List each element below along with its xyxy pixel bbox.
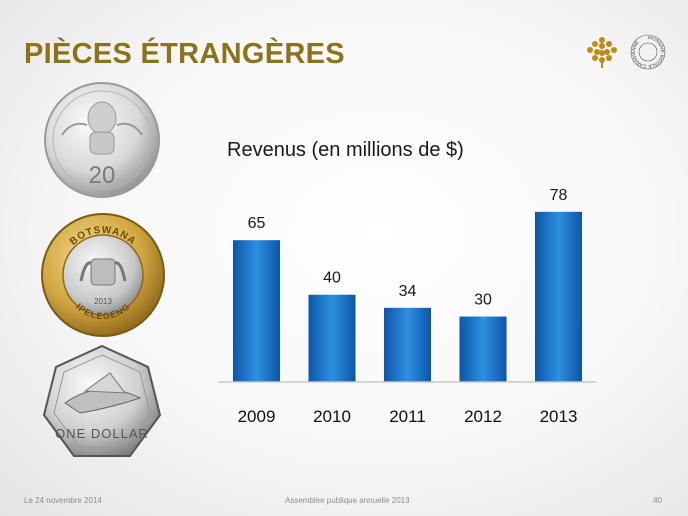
footer-event: Assemblée publique annuelle 2013 bbox=[285, 496, 410, 505]
x-tick-label-2013: 2013 bbox=[540, 407, 578, 426]
svg-text:20: 20 bbox=[89, 162, 116, 189]
data-label-2011: 34 bbox=[399, 283, 417, 300]
page-title: PIÈCES ÉTRANGÈRES bbox=[24, 38, 345, 70]
coin-20-icon: 20 bbox=[44, 82, 160, 198]
x-tick-label-2009: 2009 bbox=[238, 407, 276, 426]
data-label-2013: 78 bbox=[550, 187, 568, 204]
bar-2010 bbox=[308, 294, 356, 382]
x-tick-label-2011: 2011 bbox=[389, 407, 426, 426]
royal-mint-logo: MONNAIE ROYALE CANADIENNE bbox=[587, 34, 666, 70]
x-tick-label-2010: 2010 bbox=[313, 407, 351, 426]
bar-2013 bbox=[535, 211, 582, 382]
bar-2012 bbox=[459, 316, 507, 382]
data-label-2012: 30 bbox=[474, 292, 492, 309]
maple-leaf-icon bbox=[587, 37, 617, 68]
bar-2009 bbox=[233, 240, 280, 382]
chart-title: Revenus (en millions de $) bbox=[227, 139, 464, 161]
data-label-2009: 65 bbox=[248, 215, 266, 232]
svg-text:2013: 2013 bbox=[94, 297, 112, 306]
page-number: 40 bbox=[653, 496, 662, 505]
bar-2011 bbox=[384, 307, 431, 382]
svg-text:ONE DOLLAR: ONE DOLLAR bbox=[55, 426, 149, 441]
coin-one-dollar-icon: ONE DOLLAR bbox=[42, 344, 162, 457]
footer-date: Le 24 novembre 2014 bbox=[24, 496, 102, 505]
x-tick-label-2012: 2012 bbox=[464, 407, 502, 426]
coin-botswana-icon: BOTSWANA IPELEGENG 2013 bbox=[41, 213, 165, 337]
data-label-2010: 40 bbox=[323, 270, 341, 287]
